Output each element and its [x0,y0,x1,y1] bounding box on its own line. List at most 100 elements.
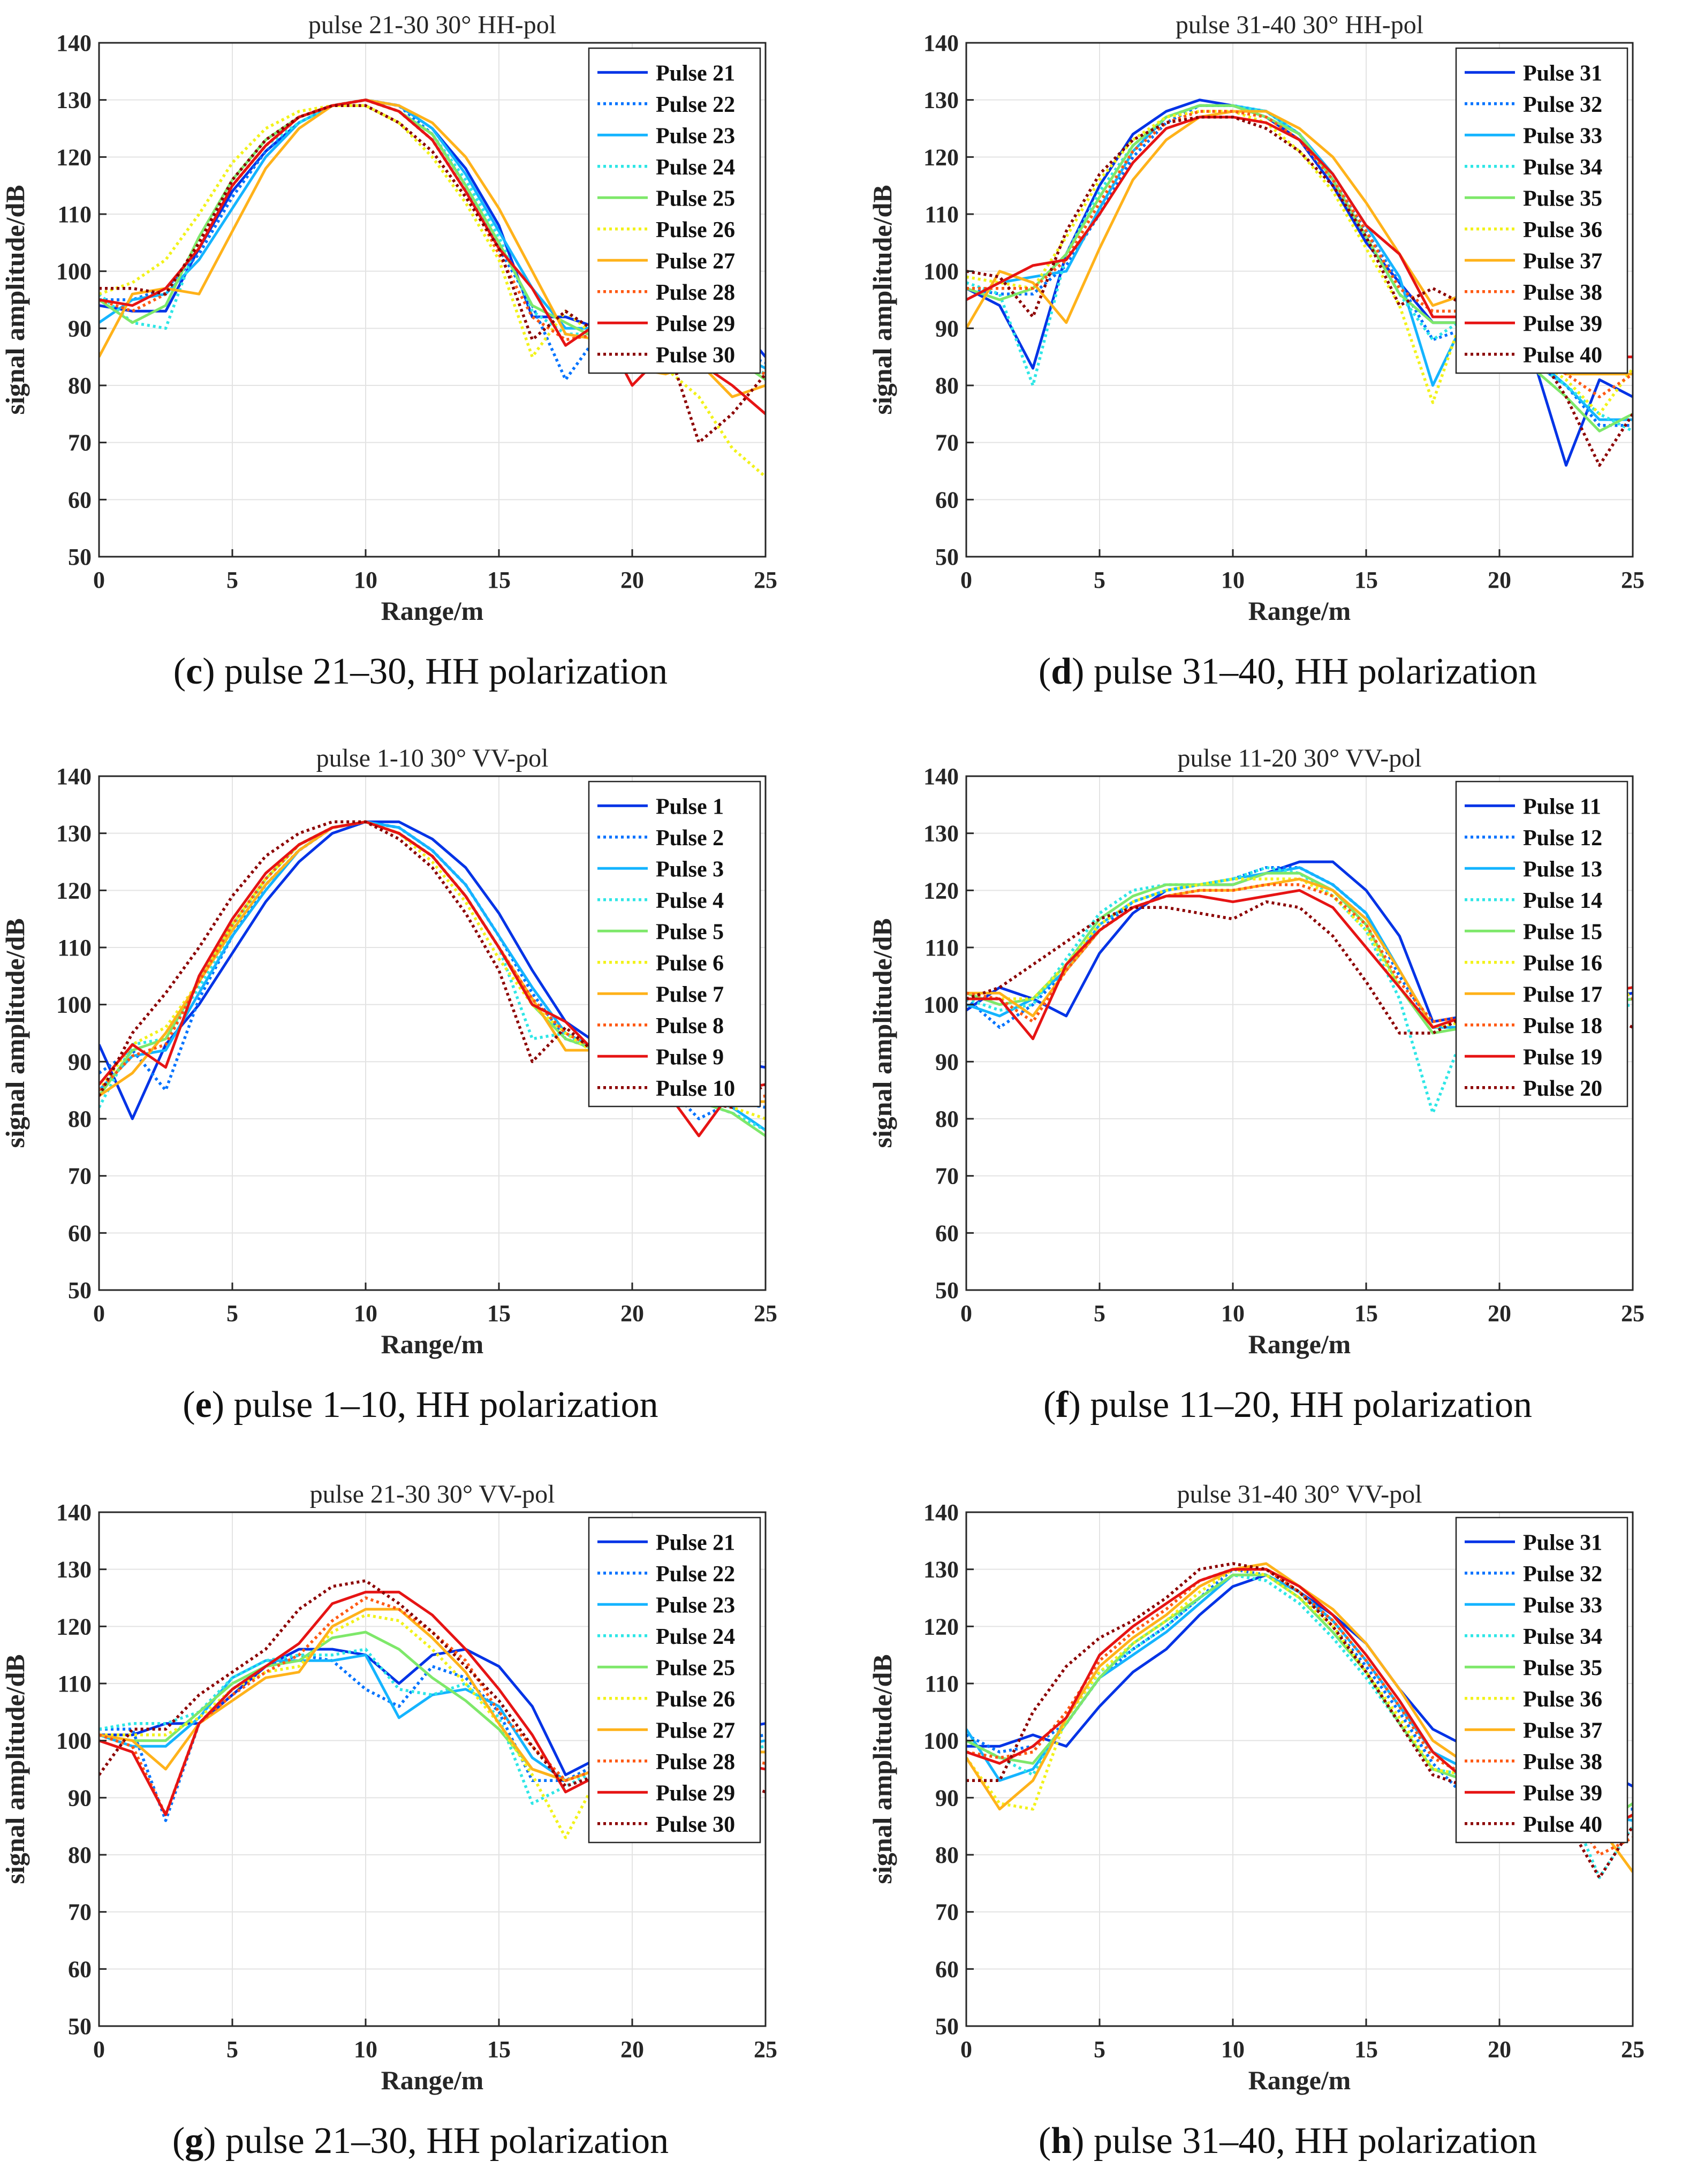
x-tick-label: 20 [620,567,644,593]
legend-label: Pulse 25 [656,1656,735,1680]
caption-letter: h [1051,2120,1072,2162]
y-tick-label: 70 [935,1163,959,1189]
chart-d: 0 5 10 15 20 25 50 60 70 80 90 100 110 120 130 140 pulse… [867,11,1645,626]
caption-text: pulse 31–40, HH polarization [1084,2120,1537,2162]
y-tick-label: 110 [57,935,92,961]
y-tick-label: 100 [923,1728,959,1754]
x-tick-label: 10 [354,2036,377,2062]
y-tick-label: 50 [68,2013,92,2039]
y-tick-label: 140 [56,763,92,790]
x-tick-label: 15 [1354,1300,1378,1326]
y-tick-label: 100 [56,259,92,285]
x-tick-label: 0 [960,1300,972,1326]
x-tick-label: 10 [1221,1300,1245,1326]
legend: Pulse 1 Pulse 2 Pulse 3 Pulse 4 Pulse 5 Pulse… [588,780,761,1108]
caption-e: (e) pulse 1–10, HH polarization [183,1384,658,1425]
y-tick-label: 130 [923,87,959,113]
legend-label: Pulse 38 [1523,280,1602,305]
axes-box [965,1511,1634,2027]
y-tick-label: 50 [935,1277,959,1303]
y-tick-label: 130 [923,1557,959,1583]
y-axis-label: signal amplitude/dB [867,918,897,1148]
legend-label: Pulse 8 [656,1014,724,1038]
y-tick-label: 140 [56,30,92,56]
y-tick-label: 80 [68,1106,92,1132]
legend-label: Pulse 15 [1523,920,1602,944]
y-tick-label: 120 [923,144,959,170]
y-tick-label: 60 [68,1220,92,1246]
x-tick-label: 0 [960,567,972,593]
axes-box [98,1511,767,2027]
legend-label: Pulse 29 [656,312,735,336]
y-tick-label: 140 [56,1499,92,1526]
x-tick-label: 20 [620,2036,644,2062]
y-tick-label: 50 [935,2013,959,2039]
legend-label: Pulse 31 [1523,61,1602,86]
legend-label: Pulse 7 [656,982,724,1007]
y-tick-label: 70 [935,1899,959,1925]
legend-label: Pulse 22 [656,1562,735,1587]
x-tick-label: 10 [354,1300,377,1326]
series-line-pulse-26 [99,104,766,478]
x-axis-label: Range/m [381,596,484,626]
x-tick-label: 15 [1354,567,1378,593]
x-tick-label: 0 [93,2036,105,2062]
x-tick-label: 5 [1094,567,1105,593]
legend: Pulse 11 Pulse 12 Pulse 13 Pulse 14 Pulse 15… [1455,780,1628,1108]
caption-text: pulse 11–20, HH polarization [1080,1384,1532,1425]
y-tick-label: 110 [57,201,92,228]
axes-box [965,42,1634,558]
y-tick-label: 70 [935,430,959,456]
x-tick-label: 5 [226,567,238,593]
x-tick-label: 20 [1488,1300,1511,1326]
y-tick-label: 60 [68,1956,92,1982]
legend-label: Pulse 33 [1523,1593,1602,1618]
y-axis-label: signal amplitude/dB [0,1654,30,1884]
legend-label: Pulse 24 [656,1625,735,1649]
caption-letter: c [186,651,203,692]
legend-label: Pulse 37 [1523,249,1602,274]
y-tick-label: 100 [923,992,959,1018]
legend-label: Pulse 25 [656,186,735,211]
x-axis-label: Range/m [381,1329,484,1359]
y-tick-label: 120 [923,877,959,904]
x-axis-label: Range/m [1248,596,1351,626]
y-tick-label: 90 [935,1049,959,1075]
y-tick-label: 70 [68,1899,92,1925]
y-tick-label: 80 [68,373,92,399]
y-tick-label: 140 [923,1499,959,1526]
x-tick-label: 25 [1621,1300,1645,1326]
legend-label: Pulse 26 [656,218,735,242]
legend-label: Pulse 22 [656,93,735,117]
caption-text: pulse 21–30, HH polarization [216,2120,669,2162]
y-tick-label: 80 [68,1842,92,1868]
legend-label: Pulse 27 [656,1718,735,1743]
series-line-pulse-40 [966,115,1633,467]
legend-label: Pulse 14 [1523,889,1602,913]
legend-label: Pulse 9 [656,1045,724,1070]
y-tick-label: 90 [935,1785,959,1811]
legend-label: Pulse 3 [656,857,724,882]
y-axis-label: signal amplitude/dB [867,1654,897,1884]
legend-label: Pulse 23 [656,124,735,148]
legend-label: Pulse 4 [656,889,724,913]
caption-text: pulse 21–30, HH polarization [215,651,668,692]
legend-label: Pulse 6 [656,951,724,976]
legend-label: Pulse 30 [656,343,735,368]
caption-d: (d) pulse 31–40, HH polarization [1038,651,1537,692]
y-axis-label: signal amplitude/dB [0,185,30,414]
legend: Pulse 31 Pulse 32 Pulse 33 Pulse 34 Pulse 35… [1455,1516,1628,1844]
legend-label: Pulse 29 [656,1781,735,1806]
legend-label: Pulse 32 [1523,93,1602,117]
y-tick-label: 130 [923,821,959,847]
legend-label: Pulse 21 [656,1530,735,1555]
x-axis-label: Range/m [1248,2065,1351,2095]
legend-label: Pulse 38 [1523,1750,1602,1774]
x-tick-label: 5 [226,1300,238,1326]
legend-label: Pulse 2 [656,826,724,851]
y-tick-label: 60 [935,1220,959,1246]
x-tick-label: 10 [354,567,377,593]
y-tick-label: 90 [68,1049,92,1075]
y-tick-label: 140 [923,763,959,790]
